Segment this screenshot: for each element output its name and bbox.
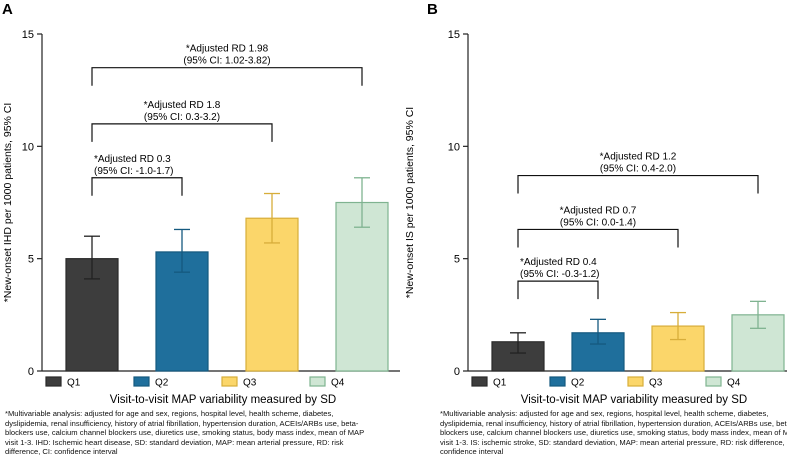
panel-a-bracket-ci: (95% CI: 0.3-3.2) — [144, 112, 220, 123]
panel-a-bracket-3 — [91, 177, 183, 196]
panel-a-bracket-ci: (95% CI: -1.0-1.7) — [94, 166, 173, 177]
panel-a-bracket-label: *Adjusted RD 1.98 — [186, 44, 269, 55]
panel-b-bracket-ci: (95% CI: -0.3-1.2) — [520, 269, 599, 280]
panel-b-y-tick-label: 5 — [454, 254, 460, 266]
panel-b-y-tick-label: 15 — [448, 29, 460, 41]
panel-b-legend-swatch-q2 — [549, 376, 566, 387]
panel-b-footnote: *Multivariable analysis: adjusted for ag… — [440, 409, 787, 457]
panel-b-y-axis-label: *New-onset IS per 1000 patients, 95% CI — [404, 107, 416, 298]
panel-b-x-axis-label: Visit-to-visit MAP variability measured … — [521, 394, 747, 406]
panel-b-bracket-label: *Adjusted RD 0.7 — [560, 205, 637, 216]
panel-b-bracket-3 — [517, 280, 599, 300]
panel-b-bracket-label: *Adjusted RD 1.2 — [600, 152, 677, 163]
panel-a-footnote: *Multivariable analysis: adjusted for ag… — [5, 409, 365, 457]
panel-a-legend-label-q1: Q1 — [67, 378, 81, 389]
panel-a-bar-q4 — [335, 201, 389, 372]
panel-a-y-tick-label: 5 — [28, 254, 34, 266]
panel-b-legend-swatch-q4 — [705, 376, 722, 387]
panel-b-bracket-label: *Adjusted RD 0.4 — [520, 257, 597, 268]
panel-b-legend-swatch-q3 — [627, 376, 644, 387]
panel-b-legend-swatch-q1 — [471, 376, 488, 387]
panel-b-bracket-ci: (95% CI: 0.4-2.0) — [600, 164, 676, 175]
panel-a-bracket-ci: (95% CI: 1.02-3.82) — [183, 56, 270, 67]
panel-b-legend-label-q2: Q2 — [571, 378, 585, 389]
panel-a-x-axis-label: Visit-to-visit MAP variability measured … — [110, 394, 336, 406]
panel-b-y-tick-label: 0 — [454, 366, 460, 378]
panel-b-bracket-1 — [517, 174, 759, 194]
panel-a-legend-label-q4: Q4 — [331, 378, 345, 389]
panel-a-bracket-label: *Adjusted RD 0.3 — [94, 154, 171, 165]
panel-a-legend-label-q3: Q3 — [243, 378, 257, 389]
panel-a-legend-swatch-q3 — [221, 376, 238, 387]
panel-a-bracket-label: *Adjusted RD 1.8 — [144, 100, 221, 111]
panel-b-legend-label-q4: Q4 — [727, 378, 741, 389]
panel-a-y-tick-label: 10 — [22, 141, 34, 153]
panel-b-label: B — [427, 1, 438, 18]
panel-a-y-tick-label: 15 — [22, 29, 34, 41]
panel-a-y-tick-label: 0 — [28, 366, 34, 378]
panel-a-legend-swatch-q4 — [309, 376, 326, 387]
panel-a-label: A — [2, 1, 13, 18]
panel-a-bracket-2 — [91, 123, 273, 142]
panel-b-bracket-ci: (95% CI: 0.0-1.4) — [560, 217, 636, 228]
panel-b-bracket-2 — [517, 228, 679, 248]
panel-b-legend-label-q3: Q3 — [649, 378, 663, 389]
panel-a-y-axis-label: *New-onset IHD per 1000 patients, 95% CI — [2, 103, 14, 303]
panel-b-y-tick-label: 10 — [448, 141, 460, 153]
panel-a-legend-swatch-q2 — [133, 376, 150, 387]
panel-a-legend-swatch-q1 — [45, 376, 62, 387]
panel-b-legend-label-q1: Q1 — [493, 378, 507, 389]
panel-a-legend-label-q2: Q2 — [155, 378, 169, 389]
panel-a-bracket-1 — [91, 67, 363, 86]
